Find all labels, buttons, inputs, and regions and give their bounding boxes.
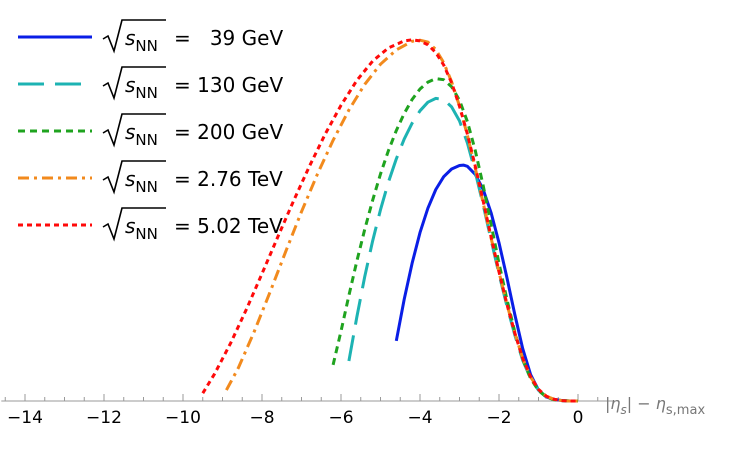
x-axis: −14 −12 −10 −8 −6 −4 −2 0 |ηs| − ηs,max	[1, 394, 705, 428]
series-line-3	[331, 77, 578, 403]
x-axis-title: |ηs| − ηs,max	[605, 394, 705, 418]
legend-item-3: sNN = 200 GeV	[18, 113, 283, 149]
x-tick-label: −8	[249, 408, 274, 428]
legend-symbol: sNN	[125, 167, 158, 196]
legend-symbol: sNN	[125, 73, 158, 102]
series-layer	[201, 38, 578, 403]
legend-symbol: sNN	[125, 120, 158, 149]
legend: sNN = 39 GeV sNN = 130 GeV sNN = 200 GeV sNN = …	[18, 19, 283, 243]
legend-item-4: sNN = 2.76 TeV	[18, 160, 283, 196]
legend-label: = 39 GeV	[174, 26, 283, 50]
x-tick-label: −4	[407, 408, 432, 428]
legend-label: = 2.76 TeV	[174, 167, 283, 191]
series-line-2	[347, 96, 578, 403]
x-tick-label: −2	[486, 408, 511, 428]
legend-item-2: sNN = 130 GeV	[18, 66, 283, 102]
sqrt-symbol	[102, 19, 166, 54]
legend-symbol: sNN	[125, 214, 158, 243]
sqrt-symbol	[102, 66, 166, 101]
legend-label: = 5.02 TeV	[174, 214, 283, 238]
legend-symbol: sNN	[125, 26, 158, 55]
sqrt-symbol	[102, 113, 166, 148]
x-tick-label: −14	[7, 408, 43, 428]
sqrt-symbol	[102, 160, 166, 195]
legend-label: = 200 GeV	[174, 120, 283, 144]
x-tick-label: −6	[328, 408, 353, 428]
x-tick-label: 0	[573, 408, 584, 428]
legend-item-5: sNN = 5.02 TeV	[18, 207, 283, 243]
legend-item-1: sNN = 39 GeV	[18, 19, 283, 55]
legend-label: = 130 GeV	[174, 73, 283, 97]
x-tick-label: −12	[86, 408, 122, 428]
sqrt-symbol	[102, 207, 166, 242]
x-tick-label: −10	[165, 408, 201, 428]
